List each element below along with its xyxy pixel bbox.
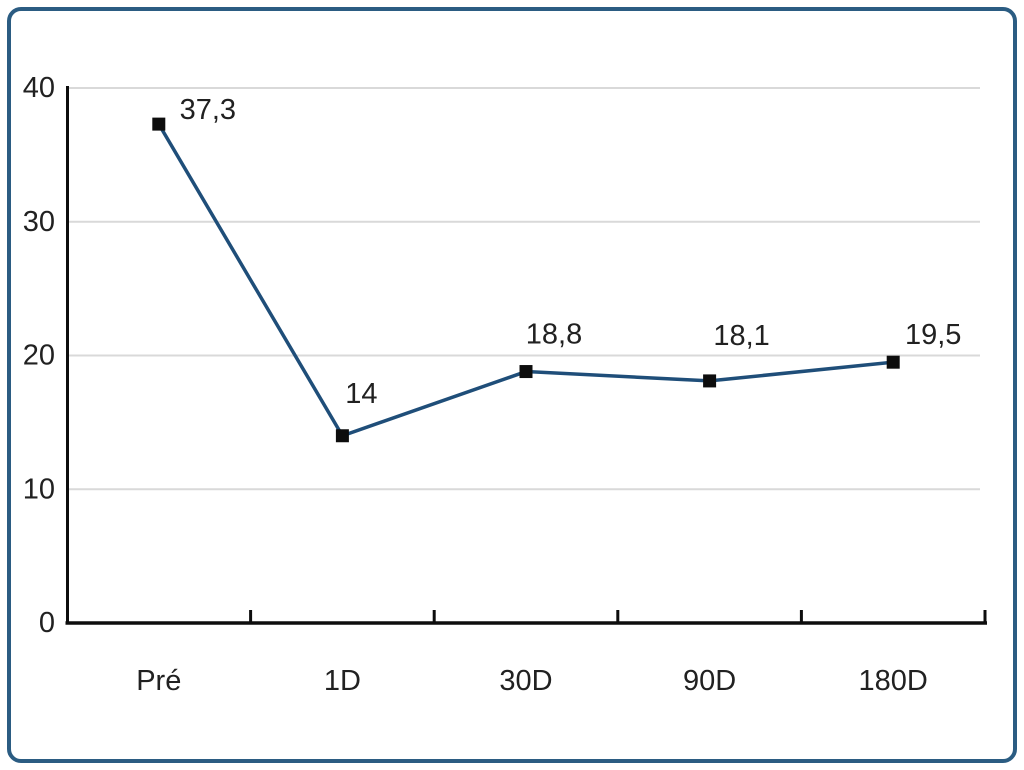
y-tick-label: 10 (23, 473, 55, 505)
x-tick-label: Pré (136, 665, 181, 697)
x-tick-label: 1D (324, 665, 361, 697)
chart-frame-border (7, 7, 1017, 763)
y-tick-label: 0 (39, 607, 55, 639)
data-point-label: 18,8 (526, 319, 582, 351)
y-tick-label: 40 (23, 72, 55, 104)
data-point-label: 18,1 (713, 320, 769, 352)
data-point-marker (886, 355, 900, 369)
data-point-marker (519, 365, 533, 379)
data-point-marker (335, 429, 349, 443)
y-tick-label: 30 (23, 206, 55, 238)
data-point-label: 14 (345, 378, 377, 410)
x-tick-label: 180D (859, 665, 928, 697)
data-point-label: 19,5 (905, 319, 961, 351)
x-tick-label: 90D (683, 665, 736, 697)
data-point-label: 37,3 (180, 94, 236, 126)
y-tick-label: 20 (23, 340, 55, 372)
x-tick-label: 30D (499, 665, 552, 697)
data-point-marker (703, 374, 717, 388)
data-point-marker (152, 117, 166, 131)
series-line (157, 123, 894, 438)
